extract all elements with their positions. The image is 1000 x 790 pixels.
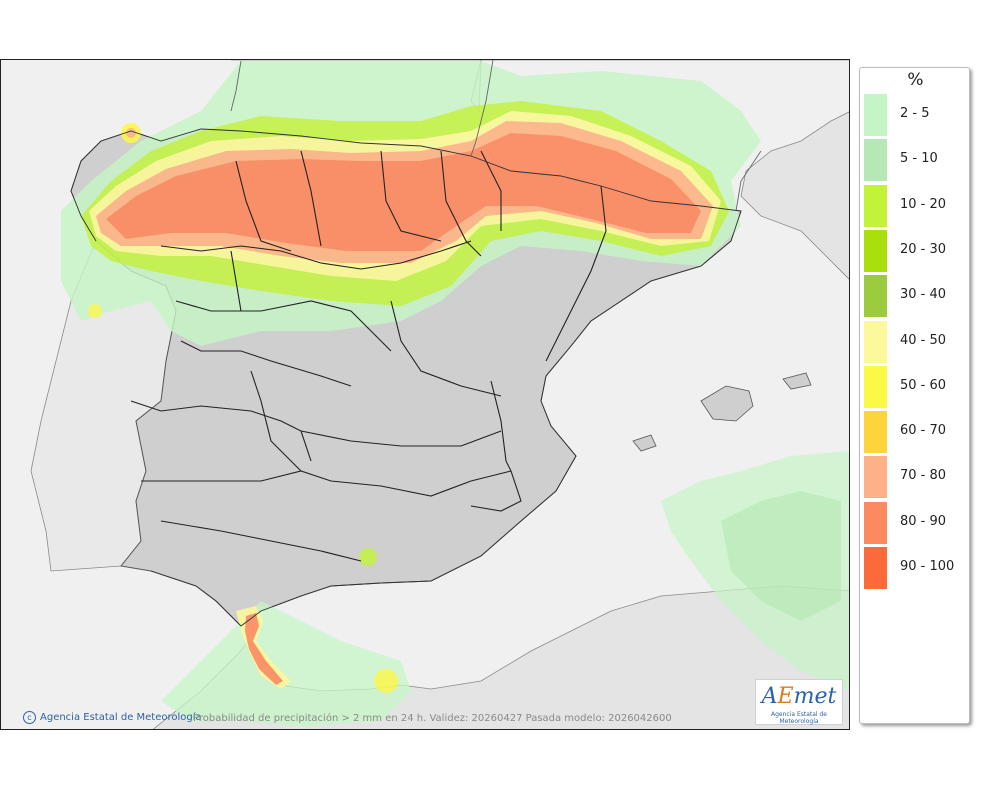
legend-row: 5 - 10: [864, 139, 970, 182]
legend-swatch: [864, 275, 887, 318]
legend-label: 2 - 5: [900, 106, 930, 121]
legend-swatch: [864, 229, 887, 272]
mallorca: [700, 385, 754, 422]
aemet-logo-subtitle: Agencia Estatal de Meteorología: [770, 711, 827, 725]
legend-row: 20 - 30: [864, 229, 970, 272]
aemet-logo: AEmet Agencia Estatal de Meteorología: [755, 679, 843, 725]
copyright-icon: c: [23, 711, 36, 724]
legend-row: 2 - 5: [864, 94, 970, 136]
country-borders: [230, 60, 762, 212]
aemet-logo-word: AEmet: [761, 684, 837, 709]
legend-swatch: [864, 411, 887, 454]
menorca: [782, 372, 812, 390]
legend-label: 70 - 80: [900, 468, 947, 484]
legend-swatch: [864, 501, 887, 544]
legend-row: 70 - 80: [864, 456, 970, 499]
legend-label: 30 - 40: [900, 287, 947, 303]
legend-label: 40 - 50: [900, 332, 947, 348]
legend-swatch: [864, 456, 887, 499]
legend-label: 5 - 10: [900, 151, 938, 167]
spain-coastline: [70, 128, 742, 627]
legend-swatch: [864, 139, 887, 182]
legend-row: 40 - 50: [864, 320, 970, 363]
legend-row: 10 - 20: [864, 184, 970, 227]
legend-row: 90 - 100: [864, 547, 970, 589]
legend-swatch: [864, 94, 887, 136]
ibiza: [632, 434, 657, 452]
legend-label: 50 - 60: [900, 377, 947, 393]
agency-credit-text: Agencia Estatal de Meteorología: [40, 712, 202, 723]
legend-row: 60 - 70: [864, 411, 970, 454]
legend-swatch: [864, 365, 887, 408]
legend-title: %: [907, 70, 924, 90]
agency-credit: c Agencia Estatal de Meteorología: [23, 711, 202, 724]
legend-label: 20 - 30: [900, 241, 947, 257]
legend-label: 60 - 70: [900, 423, 947, 439]
legend-swatch: [864, 547, 887, 589]
regional-borders: [130, 150, 607, 562]
probability-field: [61, 61, 849, 726]
forecast-map: c Agencia Estatal de Meteorología Probab…: [0, 59, 850, 730]
legend-swatch: [864, 320, 887, 363]
legend-row: 80 - 90: [864, 501, 970, 544]
legend-panel: % 2 - 5 5 - 10 10 - 20 20 - 30 30 - 40 40 - 5…: [859, 67, 970, 724]
legend-label: 10 - 20: [900, 196, 947, 212]
legend-row: 50 - 60: [864, 365, 970, 408]
legend-label: 90 - 100: [900, 559, 955, 574]
map-caption: Probabilidad de precipitación > 2 mm en …: [193, 713, 672, 724]
legend-row: 30 - 40: [864, 275, 970, 318]
legend-label: 80 - 90: [900, 513, 947, 529]
legend-swatch: [864, 184, 887, 227]
